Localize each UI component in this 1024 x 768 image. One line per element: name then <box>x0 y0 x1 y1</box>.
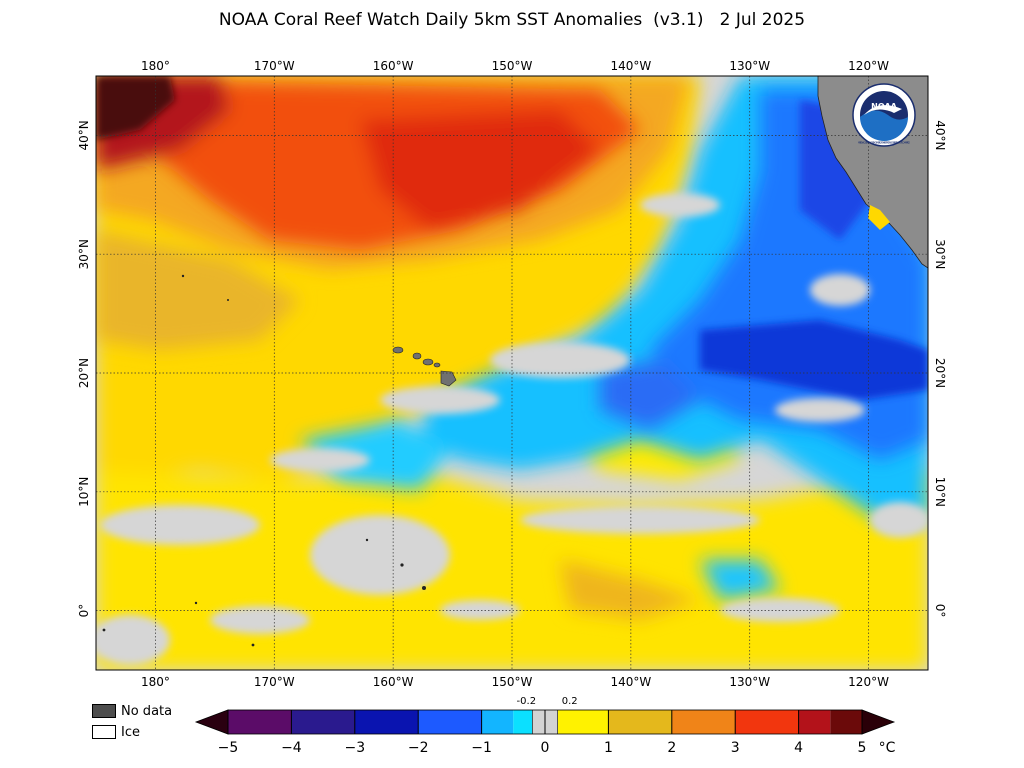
colorbar-segment <box>418 710 482 734</box>
colorbar-tick-label: 5 <box>858 740 867 756</box>
colorbar-segment <box>354 710 419 734</box>
map-frame <box>95 75 929 671</box>
ice-swatch <box>92 725 116 739</box>
colorbar-inner-label: 0.2 <box>562 696 578 707</box>
colorbar-tick-label: 4 <box>794 740 803 756</box>
small-islands <box>102 274 426 647</box>
longitude-label: 140°W <box>610 59 651 73</box>
ice-label: Ice <box>121 725 140 740</box>
latitude-label: 30°N <box>77 239 91 269</box>
longitude-label: 130°W <box>729 59 770 73</box>
longitude-label: 120°W <box>848 59 889 73</box>
longitude-label: 160°W <box>373 59 414 73</box>
colorbar-tick-label: 0 <box>541 740 550 756</box>
longitude-label: 130°W <box>729 675 770 689</box>
colorbar-inner-label: -0.2 <box>517 696 537 707</box>
colorbar-segment <box>830 710 862 734</box>
colorbar-tick-label: 2 <box>667 740 676 756</box>
colorbar-segment <box>557 710 609 734</box>
neutral-patches <box>96 193 928 665</box>
longitude-label: 150°W <box>492 59 533 73</box>
longitude-label: 170°W <box>254 59 295 73</box>
longitude-label: 180° <box>141 59 170 73</box>
warm-maroon-region <box>96 76 175 140</box>
latitude-label: 40°N <box>933 120 947 150</box>
latitude-label: 40°N <box>77 120 91 150</box>
noaa-logo-text: NOAA <box>871 102 897 111</box>
colorbar-over-arrow <box>861 709 896 735</box>
latitude-label: 20°N <box>933 358 947 388</box>
colorbar-unit-label: °C <box>879 740 896 756</box>
noaa-logo-ring: NATIONAL OCEANIC AND ATMOSPHERIC ADMINIS… <box>858 142 911 145</box>
graticule <box>96 76 928 670</box>
colorbar-segment <box>228 710 292 734</box>
coastal-warm-patch <box>868 205 890 230</box>
latitude-label: 10°N <box>933 477 947 507</box>
longitude-label: 120°W <box>848 675 889 689</box>
longitude-labels-top: 180° 170°W 160°W 150°W 140°W 130°W 120°W <box>141 59 889 73</box>
colorbar-segment <box>608 710 672 734</box>
longitude-label: 180° <box>141 675 170 689</box>
colorbar-segment <box>735 710 799 734</box>
colorbar-tick-label: −1 <box>471 740 492 756</box>
colorbar-tick-label: −3 <box>344 740 365 756</box>
colorbar-segment <box>513 710 533 734</box>
latitude-label: 20°N <box>77 358 91 388</box>
latitude-label: 30°N <box>933 239 947 269</box>
map-title: NOAA Coral Reef Watch Daily 5km SST Anom… <box>218 10 806 30</box>
longitude-label: 170°W <box>254 675 295 689</box>
no-data-label: No data <box>121 704 173 719</box>
latitude-labels-left: 40°N 30°N 20°N 10°N 0° <box>77 120 91 617</box>
colorbar-segment <box>481 710 514 734</box>
hawaiian-islands <box>392 346 457 387</box>
latitude-label: 10°N <box>77 477 91 507</box>
longitude-label: 140°W <box>610 675 651 689</box>
colorbar-tick-label: −2 <box>408 740 429 756</box>
no-data-swatch <box>92 704 116 718</box>
warm-red-regions <box>96 76 640 250</box>
colorbar-segment <box>291 710 355 734</box>
colorbar-tick-labels: −5 −4 −3 −2 −1 0 1 2 3 4 5 -0.2 0.2 °C <box>218 696 896 756</box>
latitude-labels-right: 40°N 30°N 20°N 10°N 0° <box>933 120 947 617</box>
latitude-label: 0° <box>77 604 91 618</box>
longitude-label: 150°W <box>492 675 533 689</box>
colorbar-tick-label: 1 <box>604 740 613 756</box>
colorbar-tick-label: −4 <box>281 740 302 756</box>
colorbar-tick-label: 3 <box>731 740 740 756</box>
longitude-label: 160°W <box>373 675 414 689</box>
colorbar-segment <box>798 710 831 734</box>
latitude-label: 0° <box>933 604 947 618</box>
noaa-logo-icon: NOAA NATIONAL OCEANIC AND ATMOSPHERIC AD… <box>852 83 916 147</box>
colorbar-tick-label: −5 <box>218 740 239 756</box>
colorbar-segment <box>671 710 736 734</box>
longitude-labels-bottom: 180° 170°W 160°W 150°W 140°W 130°W 120°W <box>141 675 889 689</box>
colorbar <box>194 709 896 735</box>
colorbar-under-arrow <box>194 709 229 735</box>
